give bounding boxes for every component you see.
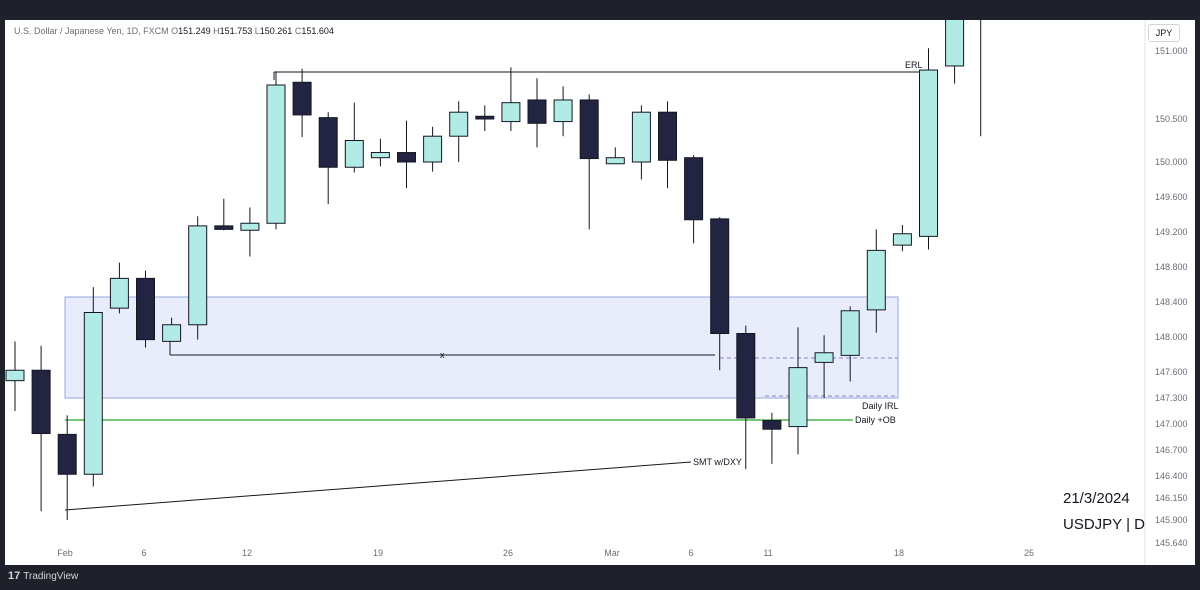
time-tick-label: 18 — [894, 548, 904, 558]
low-value: 150.261 — [259, 26, 293, 36]
open-value: 151.249 — [178, 26, 211, 36]
candle-body[interactable] — [344, 140, 364, 168]
time-tick-label: 26 — [503, 548, 513, 558]
annotation-x: x — [440, 350, 445, 360]
candle-body[interactable] — [684, 157, 704, 221]
candle-body[interactable] — [292, 81, 312, 116]
tradingview-logo-icon: 17 — [8, 570, 21, 582]
time-axis[interactable]: Feb 6 12 19 26 Mar 6 11 18 25 — [57, 548, 1034, 558]
candle-body[interactable] — [57, 433, 77, 475]
price-axis[interactable]: 151.000 150.500 150.000 149.600 149.200 148.8… — [1155, 46, 1188, 548]
time-tick-label: 6 — [688, 548, 693, 558]
candle-body[interactable] — [919, 69, 938, 237]
candle-body[interactable] — [136, 277, 155, 341]
annotation-erl: ERL — [905, 60, 923, 70]
price-tick-label: 148.400 — [1155, 297, 1188, 307]
candle-body[interactable] — [527, 99, 547, 124]
candle-body[interactable] — [370, 152, 390, 159]
price-tick-label: 149.200 — [1155, 227, 1188, 237]
candle-body[interactable] — [710, 218, 730, 334]
candle-body[interactable] — [397, 152, 416, 163]
time-tick-label: Mar — [604, 548, 620, 558]
close-value: 151.604 — [301, 26, 334, 36]
price-tick-label: 151.000 — [1155, 46, 1188, 56]
candle-body[interactable] — [318, 117, 338, 168]
time-tick-label: Feb — [57, 548, 73, 558]
time-tick-label: 12 — [242, 548, 252, 558]
candle-body[interactable] — [814, 352, 834, 363]
candle-body[interactable] — [214, 225, 234, 230]
annotation-daily-irl: Daily IRL — [862, 401, 899, 411]
time-tick-label: 19 — [373, 548, 383, 558]
price-tick-label: 146.150 — [1155, 493, 1188, 503]
price-tick-label: 145.640 — [1155, 538, 1188, 548]
price-tick-label: 148.800 — [1155, 262, 1188, 272]
candle-body[interactable] — [605, 157, 625, 165]
candle-body[interactable] — [762, 420, 782, 430]
currency-selector[interactable]: JPY — [1148, 24, 1180, 42]
price-tick-label: 148.000 — [1155, 332, 1188, 342]
annotation-smt: SMT w/DXY — [693, 457, 742, 467]
candle-body[interactable] — [423, 135, 443, 163]
close-label: C — [294, 26, 302, 36]
chart-panel[interactable]: ERL Daily IRL Daily +OB SMT w/DXY x 151.… — [5, 20, 1195, 565]
candle-body[interactable] — [188, 225, 208, 326]
price-tick-label: 147.600 — [1155, 367, 1188, 377]
price-tick-label: 147.000 — [1155, 419, 1188, 429]
symbol-name: U.S. Dollar / Japanese Yen, 1D, FXCM — [14, 26, 169, 36]
candle-body[interactable] — [5, 369, 25, 382]
time-tick-label: 11 — [763, 548, 772, 558]
symbol-legend: U.S. Dollar / Japanese Yen, 1D, FXCM O15… — [14, 26, 334, 36]
candle-body[interactable] — [83, 312, 103, 475]
time-tick-label: 6 — [141, 548, 146, 558]
candle-body[interactable] — [553, 99, 573, 123]
candle-body[interactable] — [162, 324, 182, 342]
high-value: 151.753 — [219, 26, 253, 36]
tradingview-brand-text: TradingView — [23, 571, 79, 582]
info-ticker: USDJPY | D — [1063, 516, 1145, 533]
candlestick-chart[interactable]: ERL Daily IRL Daily +OB SMT w/DXY x 151.… — [5, 20, 1195, 565]
candle-body[interactable] — [31, 369, 51, 435]
tradingview-logo[interactable]: 17 TradingView — [8, 570, 78, 582]
price-tick-label: 146.700 — [1155, 445, 1188, 455]
price-tick-label: 145.900 — [1155, 515, 1188, 525]
candle-body[interactable] — [945, 20, 965, 67]
candle-body[interactable] — [658, 111, 677, 161]
candle-body[interactable] — [788, 367, 808, 428]
price-tick-label: 149.600 — [1155, 192, 1188, 202]
candle-body[interactable] — [840, 310, 860, 356]
candle-body[interactable] — [266, 84, 286, 224]
price-tick-label: 146.400 — [1155, 471, 1188, 481]
open-label: O — [171, 26, 179, 36]
candle-body[interactable] — [736, 333, 756, 419]
candle-body[interactable] — [449, 111, 469, 137]
price-tick-label: 150.000 — [1155, 157, 1188, 167]
price-tick-label: 147.300 — [1155, 393, 1188, 403]
candle-body[interactable] — [109, 277, 129, 309]
smt-line — [64, 461, 692, 511]
footer-bar: 17 TradingView — [0, 565, 1200, 590]
candle-body[interactable] — [579, 99, 599, 160]
candle-body[interactable] — [631, 111, 651, 163]
price-tick-label: 150.500 — [1155, 114, 1188, 124]
annotation-daily-ob: Daily +OB — [855, 415, 896, 425]
candle-body[interactable] — [501, 102, 521, 123]
candle-body[interactable] — [240, 222, 260, 231]
candle-body[interactable] — [475, 115, 495, 120]
candle-body[interactable] — [892, 233, 912, 246]
info-date: 21/3/2024 — [1063, 490, 1130, 507]
high-label: H — [213, 26, 220, 36]
candle-body[interactable] — [866, 249, 886, 311]
low-label: L — [254, 26, 260, 36]
time-tick-label: 25 — [1024, 548, 1034, 558]
candles-group — [5, 20, 982, 520]
